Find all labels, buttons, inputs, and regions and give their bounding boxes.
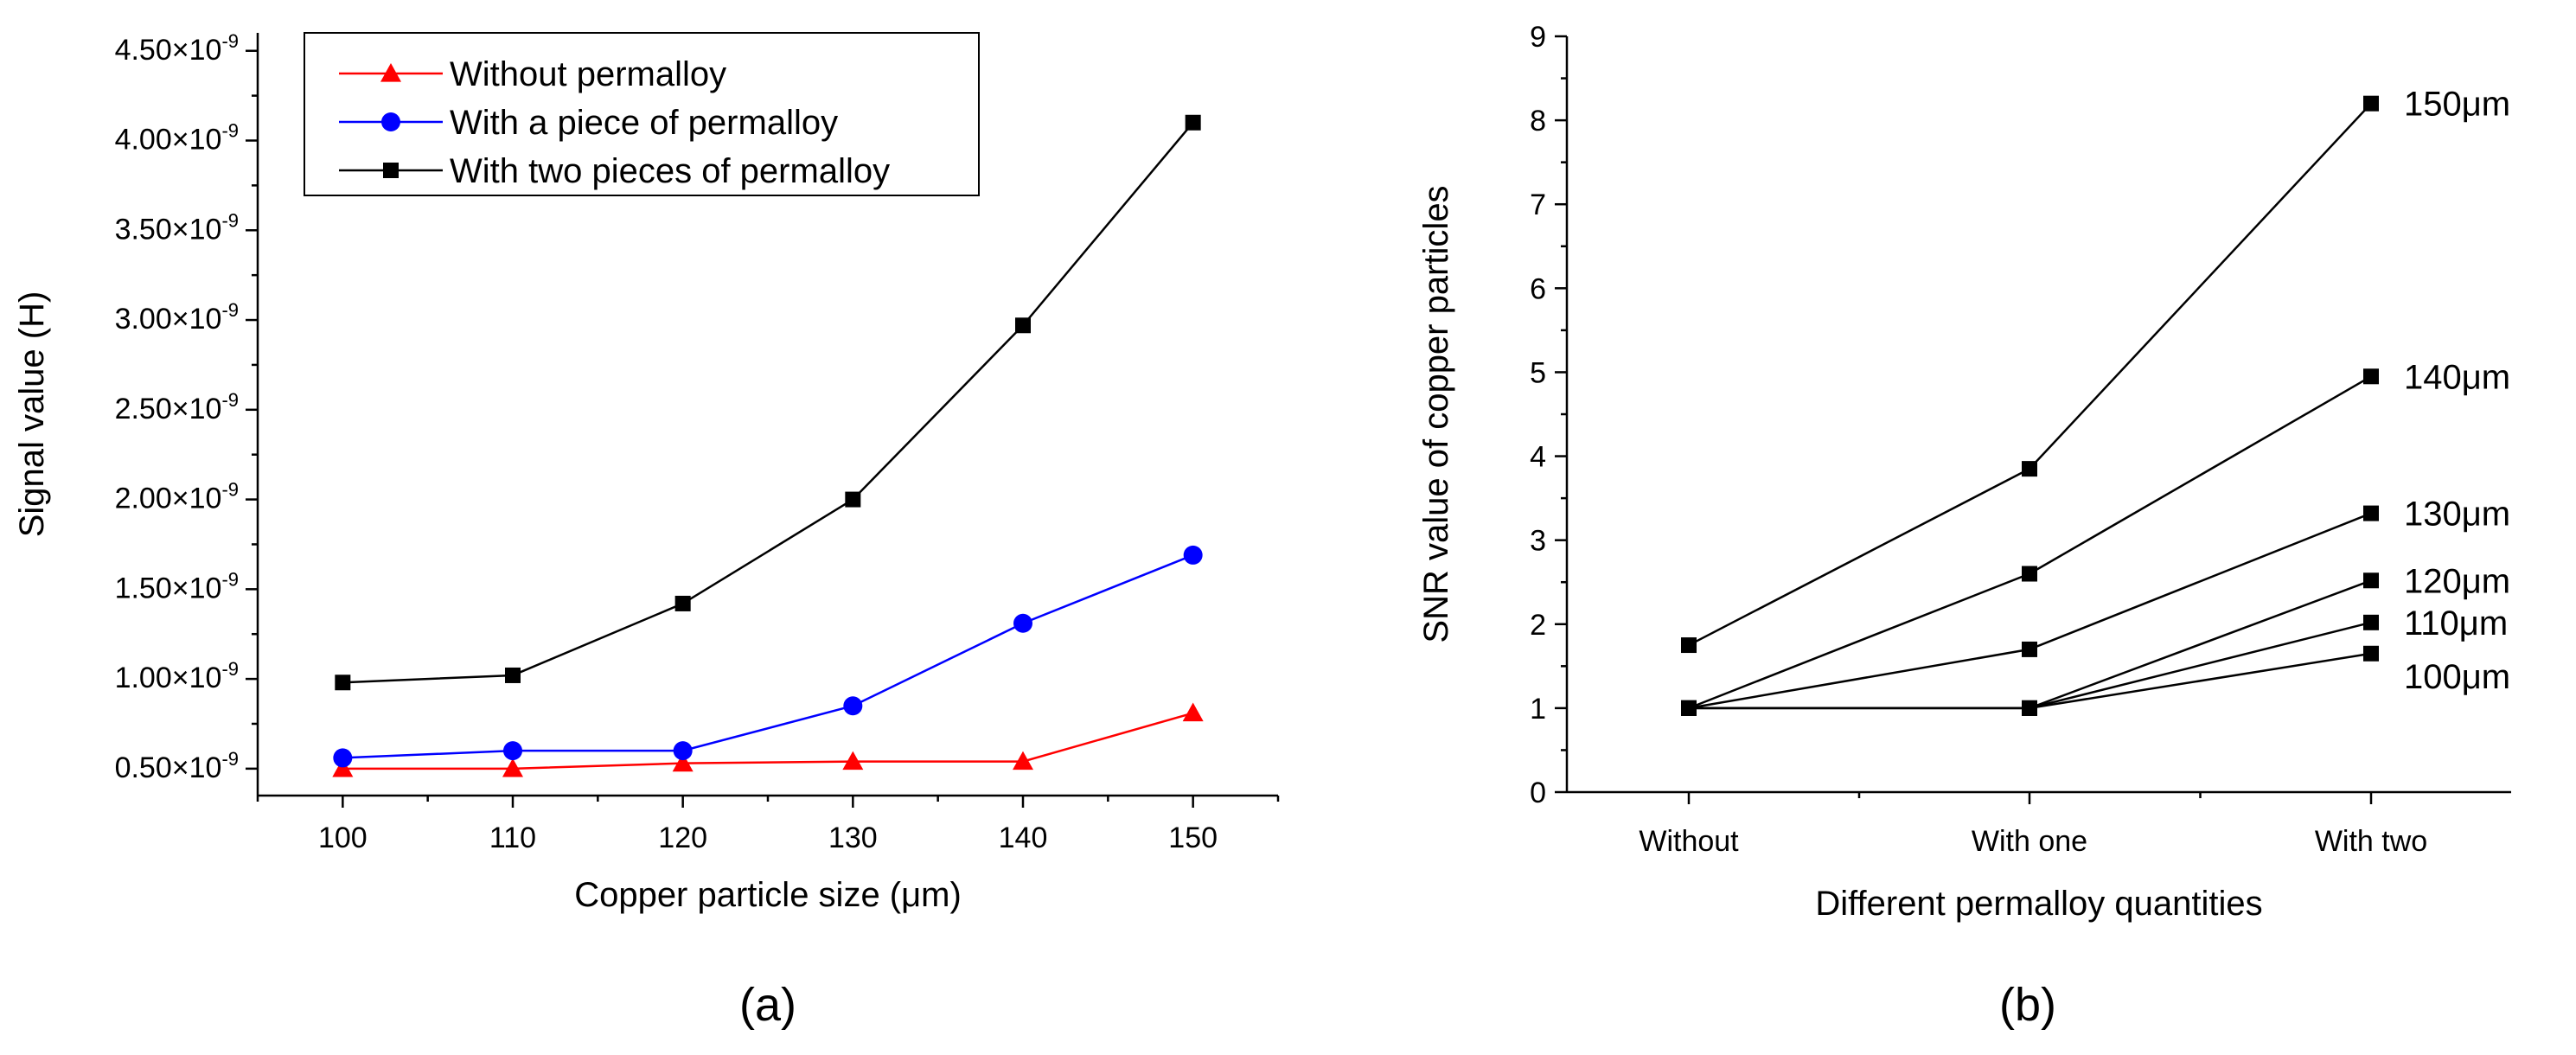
chart-b-series-line: [1688, 512, 2372, 710]
chart-b-series-label: 110μm: [2404, 604, 2508, 643]
chart-a-legend-label: With two pieces of permalloy: [450, 152, 890, 190]
chart-b-data-point: [2363, 572, 2379, 589]
chart-b-series: 150μm 140μm 130μm 120μm 110μm 100μm: [1681, 86, 2510, 716]
chart-a-data-point: [1013, 613, 1032, 633]
chart-b-series-line: [1688, 102, 2372, 647]
chart-a-x-ticks: 100 110 120 130 140 150: [256, 796, 1280, 854]
chart-b-data-point: [1681, 700, 1697, 716]
chart-a-data-point: [1015, 317, 1031, 334]
chart-b-series-line: [1688, 375, 2372, 710]
chart-a-data-point: [1013, 751, 1033, 770]
chart-a-legend-marker: [380, 63, 401, 82]
chart-a-y-tick-label: 3.00×10-9: [115, 299, 239, 336]
chart-a-y-tick-label: 1.50×10-9: [115, 568, 239, 604]
chart-b-x-tick-label: With two: [2315, 825, 2427, 858]
chart-a-data-point: [674, 595, 691, 611]
chart-b-data-point: [2022, 461, 2037, 477]
chart-a-x-tick-label: 100: [318, 822, 368, 854]
chart-a-x-tick-label: 150: [1168, 822, 1218, 854]
chart-a-data-point: [335, 675, 351, 691]
chart-b-y-tick-label: 8: [1530, 105, 1546, 137]
chart-a-series: [332, 114, 1204, 777]
chart-a-data-point: [503, 741, 522, 761]
chart-b: 0 1 2 3 4 5 6 7 8 9 Without With one With two 150μm…: [1417, 21, 2511, 1031]
chart-b-y-tick-label: 6: [1530, 272, 1546, 305]
chart-b-series-label: 130μm: [2404, 496, 2510, 534]
chart-b-data-point: [2022, 566, 2037, 582]
chart-b-y-ticks: 0 1 2 3 4 5 6 7 8 9: [1530, 21, 1567, 809]
chart-b-series-label: 150μm: [2404, 86, 2510, 124]
chart-a-legend-marker: [381, 112, 400, 131]
chart-a-y-tick-label: 4.00×10-9: [115, 120, 239, 157]
chart-b-data-point: [2363, 95, 2379, 112]
chart-a-series-line: [342, 553, 1194, 759]
chart-a-series-line: [342, 712, 1194, 770]
chart-a-data-point: [502, 758, 523, 777]
chart-a-y-tick-label: 2.50×10-9: [115, 389, 239, 425]
chart-b-y-tick-label: 5: [1530, 356, 1546, 389]
chart-b-data-point: [2363, 614, 2379, 630]
chart-a-legend: Without permalloy With a piece of permall…: [304, 32, 980, 196]
chart-a-y-axis-title: Signal value (H): [13, 291, 51, 538]
chart-b-x-axis-title: Different permalloy quantities: [1815, 885, 2262, 923]
chart-a-legend-label: With a piece of permalloy: [450, 104, 838, 142]
chart-b-y-tick-label: 1: [1530, 693, 1546, 726]
chart-a-data-point: [332, 758, 354, 777]
chart-b-y-tick-label: 4: [1530, 441, 1546, 474]
chart-a-data-point: [672, 752, 694, 772]
chart-b-series-line: [1689, 621, 2372, 710]
chart-b-y-tick-label: 2: [1530, 609, 1546, 642]
chart-b-data-point: [2022, 700, 2037, 716]
chart-a-legend-marker: [383, 163, 399, 178]
chart-a-data-point: [842, 751, 864, 770]
chart-a-data-point: [1185, 114, 1201, 131]
chart-a-legend-label: Without permalloy: [450, 55, 726, 93]
chart-a-x-tick-label: 140: [999, 822, 1048, 854]
chart-a-data-point: [845, 491, 861, 508]
chart-b-y-tick-label: 0: [1530, 777, 1546, 809]
chart-b-y-axis-title: SNR value of copper particles: [1417, 185, 1455, 643]
chart-a-y-tick-label: 1.00×10-9: [115, 658, 239, 694]
chart-a-x-tick-label: 130: [828, 822, 878, 854]
chart-a-x-tick-label: 120: [658, 822, 707, 854]
chart-b-data-point: [2363, 645, 2379, 662]
chart-b-data-point: [2363, 505, 2379, 521]
panel-label-a: (a): [739, 979, 796, 1031]
chart-a-y-tick-label: 0.50×10-9: [115, 748, 239, 784]
chart-a-y-tick-label: 3.50×10-9: [115, 209, 239, 246]
chart-a-x-axis-title: Copper particle size (μm): [574, 876, 962, 914]
chart-a-data-point: [843, 696, 863, 716]
chart-b-series-line: [1689, 652, 2372, 710]
chart-a-y-tick-label: 4.50×10-9: [115, 30, 239, 67]
chart-a-data-point: [333, 748, 353, 768]
chart-a-data-point: [1183, 545, 1203, 565]
chart-b-data-point: [1681, 637, 1697, 654]
chart-a: 0.50×10-9 1.00×10-9 1.50×10-9 2.00×10-9 2.50…: [13, 30, 1280, 1031]
chart-a-y-tick-label: 2.00×10-9: [115, 479, 239, 515]
chart-b-y-tick-label: 7: [1530, 189, 1546, 221]
chart-a-data-point: [673, 741, 693, 761]
chart-b-series-label: 140μm: [2404, 358, 2510, 396]
chart-b-x-ticks: Without With one With two: [1639, 792, 2427, 858]
chart-b-y-tick-label: 9: [1530, 21, 1546, 54]
chart-a-legend-box: [304, 32, 980, 196]
chart-a-data-point: [1182, 702, 1204, 722]
chart-b-x-tick-label: With one: [1972, 825, 2087, 858]
chart-a-y-ticks: 0.50×10-9 1.00×10-9 1.50×10-9 2.00×10-9 2.50…: [115, 30, 258, 784]
panel-label-b: (b): [1999, 979, 2056, 1031]
chart-a-data-point: [505, 667, 521, 683]
chart-b-series-label: 120μm: [2404, 562, 2510, 600]
chart-a-series-line: [342, 121, 1194, 684]
chart-b-data-point: [2363, 368, 2379, 385]
chart-b-y-tick-label: 3: [1530, 525, 1546, 558]
chart-b-x-tick-label: Without: [1639, 825, 1739, 858]
chart-b-series-label: 100μm: [2404, 658, 2510, 696]
chart-a-x-tick-label: 110: [489, 822, 536, 854]
chart-b-data-point: [2022, 641, 2037, 657]
